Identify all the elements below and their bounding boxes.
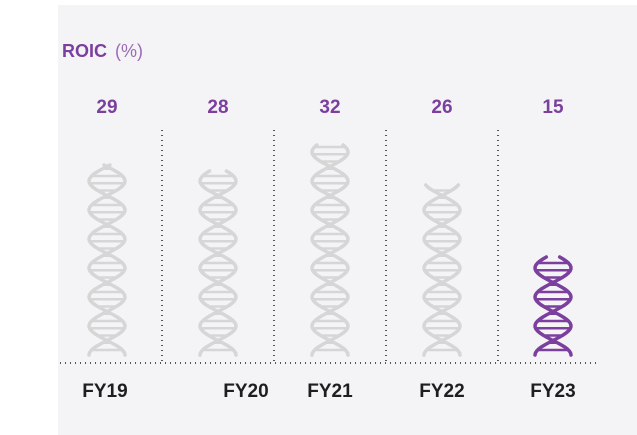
title-unit: (%) <box>115 41 143 61</box>
value-label: 15 <box>542 97 564 118</box>
x-tick-label: FY19 <box>82 381 127 402</box>
x-tick-label: FY21 <box>307 381 353 402</box>
dna-strand <box>87 163 127 357</box>
dna-strand <box>198 169 238 357</box>
dna-bar <box>87 163 127 357</box>
title-main: ROIC <box>62 41 107 61</box>
dna-strand <box>310 143 350 357</box>
chart-title: ROIC (%) <box>62 41 143 61</box>
dna-bar <box>310 143 350 357</box>
dna-strand <box>422 183 462 357</box>
value-label: 32 <box>319 97 340 118</box>
value-label: 29 <box>96 97 117 118</box>
dna-strand <box>533 255 573 357</box>
dna-strand <box>87 163 127 357</box>
x-tick-label: FY23 <box>530 381 575 402</box>
value-label: 28 <box>207 97 228 118</box>
dna-strand <box>198 169 238 357</box>
dna-strand <box>310 143 350 357</box>
dna-bar <box>533 255 573 357</box>
dna-bar <box>422 183 462 357</box>
x-tick-label: FY22 <box>419 381 464 402</box>
value-label: 26 <box>431 97 452 118</box>
dna-strand <box>422 183 462 357</box>
dna-strand <box>533 255 573 357</box>
panel <box>58 5 637 435</box>
x-tick-label: FY20 <box>223 381 268 402</box>
dna-bar <box>198 169 238 357</box>
